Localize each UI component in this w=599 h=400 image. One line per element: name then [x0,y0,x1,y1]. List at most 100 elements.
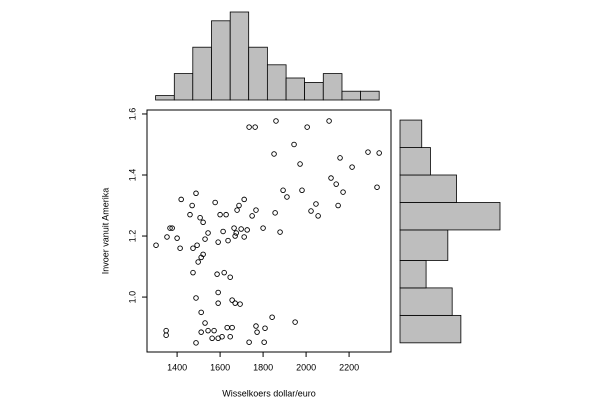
point [374,184,380,190]
point [197,214,203,221]
point [328,175,334,181]
point [253,207,259,213]
x-axis-label: Wisselkoers dollar/euro [222,388,316,398]
point [209,335,215,342]
histogram-bar [399,260,427,289]
histogram-bar [155,95,175,101]
y-tick-label: 1.0 [127,291,137,304]
y-tick-label: 1.2 [127,230,137,243]
point [229,324,235,331]
point [163,327,169,334]
x-tick-label: 1800 [253,362,273,372]
y-axis-label: Invoer vanuit Amerika [100,188,110,275]
histogram-bar [399,287,453,316]
point [195,259,201,265]
point [233,230,239,236]
histogram-bar [248,46,268,101]
point [326,118,332,124]
histogram-bar [304,82,324,101]
point [212,199,218,206]
point [236,202,242,209]
point [190,269,196,276]
histogram-bar [399,119,423,148]
point [246,339,252,345]
point [205,230,211,236]
point [215,300,221,306]
point [261,339,267,345]
point [217,211,223,218]
point [189,202,195,209]
y-tick-label: 1.4 [127,169,137,182]
point [376,150,382,156]
point [271,151,277,157]
point [277,229,283,235]
point [252,124,258,130]
point [200,251,206,258]
histogram-bar [266,64,287,101]
point [193,295,199,301]
point [174,235,180,241]
point [246,124,252,130]
point [284,194,290,200]
point [193,340,199,346]
point [272,210,278,216]
point [269,314,275,320]
point [225,237,231,244]
histogram-bar [399,314,462,344]
histogram-bar [399,147,431,176]
point [304,124,310,130]
point [292,319,298,325]
point [187,211,193,218]
y-tick-label: 1.6 [127,108,137,121]
point [340,189,346,195]
point [167,225,173,231]
x-tick-label: 2200 [339,362,359,372]
histogram-bar [322,73,343,101]
point [297,161,303,167]
point [315,213,321,219]
point [249,213,255,219]
point [202,236,208,242]
point [260,225,266,231]
point [365,149,371,155]
point [177,245,183,251]
point [227,274,233,280]
point [194,242,200,248]
point [232,300,238,306]
point [299,187,305,194]
point [221,269,227,276]
histogram-bar [229,11,250,101]
point [202,320,208,326]
histogram-bar [399,174,457,203]
point [241,196,247,203]
point [231,225,237,231]
point [280,187,286,194]
point [253,323,259,329]
point [190,245,196,251]
point [224,324,230,331]
histogram-bar [399,202,501,231]
point [214,271,220,277]
point [333,181,339,187]
point [241,234,247,240]
point [178,196,184,203]
point [308,208,314,214]
point [273,118,279,124]
point [262,325,268,331]
point [219,333,225,340]
point [198,329,204,335]
plot-frame [146,109,392,353]
point [169,225,175,231]
point [244,227,250,233]
point [229,297,235,303]
point [234,207,240,213]
point [237,301,243,307]
x-tick-label: 1400 [167,362,187,372]
point [198,309,204,316]
x-tick-label: 2000 [296,362,316,372]
point [153,242,159,248]
point [205,327,211,334]
point [215,289,221,296]
histogram-bar [341,90,361,101]
